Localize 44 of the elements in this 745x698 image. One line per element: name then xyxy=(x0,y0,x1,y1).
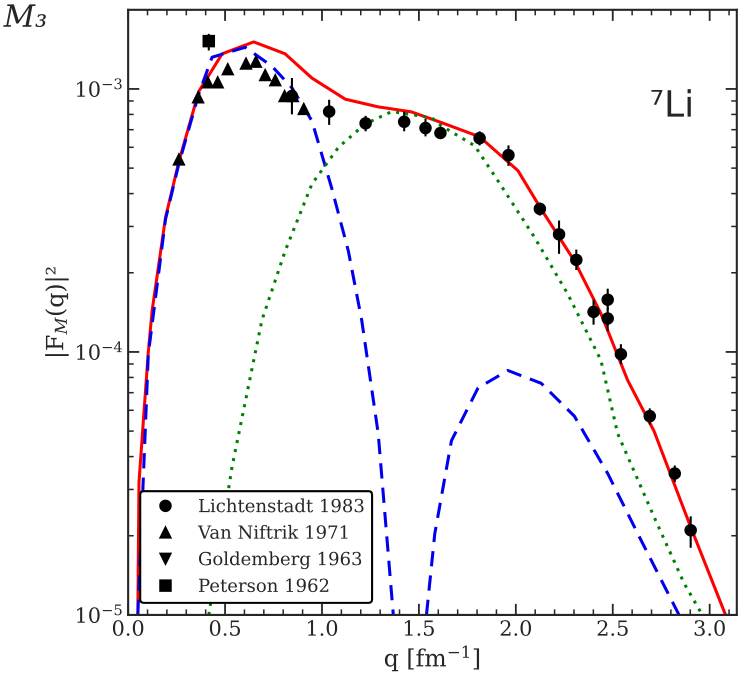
chart-title: M₃ xyxy=(3,4,46,28)
point xyxy=(419,122,432,134)
point xyxy=(644,410,656,422)
x-tick-label: 1.5 xyxy=(404,620,434,636)
y-tick-label: 10$^{−4}$ xyxy=(77,341,122,360)
point xyxy=(202,76,214,89)
point xyxy=(601,312,614,325)
x-tick-label: 1.0 xyxy=(308,620,338,636)
x-tick-label: 3.0 xyxy=(694,620,725,636)
point xyxy=(587,306,600,318)
point xyxy=(398,116,410,128)
point xyxy=(258,68,272,82)
point xyxy=(250,55,262,68)
y-axis-title: |F$_{M}$(q)|² xyxy=(45,267,69,356)
point xyxy=(172,153,186,166)
point xyxy=(322,105,336,118)
point xyxy=(192,90,204,104)
legend-label: Peterson 1962 xyxy=(198,578,328,592)
point xyxy=(269,74,282,86)
y-tick-label: 10$^{−3}$ xyxy=(77,78,122,98)
point xyxy=(534,202,546,216)
x-tick-label: 2.5 xyxy=(598,620,628,636)
x-tick-label: 0.5 xyxy=(210,620,240,636)
point xyxy=(684,524,697,536)
x-tick-label: 2.0 xyxy=(500,620,532,636)
point xyxy=(359,117,372,130)
point xyxy=(222,62,234,76)
legend-label: Goldemberg 1963 xyxy=(199,551,362,570)
legend-label: Van Niftrik 1971 xyxy=(198,524,348,539)
point xyxy=(668,467,682,480)
point xyxy=(601,293,614,306)
point xyxy=(298,102,310,116)
point xyxy=(202,34,216,48)
x-axis-title: q [fm$^{−1}$] xyxy=(384,646,480,672)
point xyxy=(473,132,486,144)
point xyxy=(502,148,515,162)
point xyxy=(240,57,252,70)
point xyxy=(434,126,447,140)
point xyxy=(211,76,224,89)
annotation: ⁷Li xyxy=(651,89,691,117)
legend-label: Lichtenstadt 1983 xyxy=(198,498,364,512)
point xyxy=(614,348,628,360)
point xyxy=(552,228,566,241)
point xyxy=(570,254,583,266)
